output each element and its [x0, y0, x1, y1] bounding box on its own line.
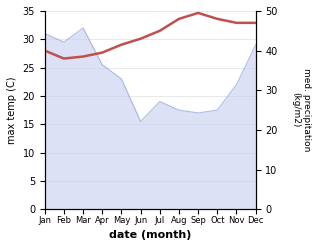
- Y-axis label: max temp (C): max temp (C): [7, 76, 17, 144]
- X-axis label: date (month): date (month): [109, 230, 191, 240]
- Y-axis label: med. precipitation
(kg/m2): med. precipitation (kg/m2): [292, 68, 311, 152]
